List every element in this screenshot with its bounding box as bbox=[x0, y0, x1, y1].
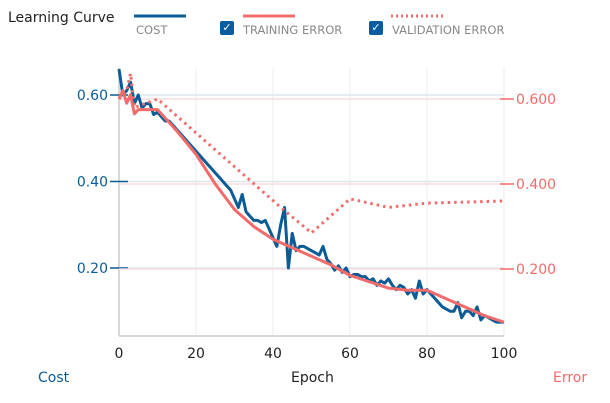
cost-line bbox=[117, 68, 504, 324]
training-legend-swatch bbox=[243, 14, 295, 18]
x-tick-label: 0 bbox=[115, 346, 124, 362]
legend-cost-label: COST bbox=[136, 23, 168, 37]
y-left-tick-label: 0.40 bbox=[77, 175, 108, 191]
cost-legend-swatch bbox=[134, 14, 186, 18]
y-right-axis-title: Error bbox=[553, 370, 588, 386]
validation-legend-swatch bbox=[391, 14, 443, 18]
y-right-tick-label: 0.600 bbox=[516, 92, 556, 108]
y-left-tick-label: 0.60 bbox=[77, 88, 108, 104]
x-tick-label: 20 bbox=[187, 346, 205, 362]
chart-title: Learning Curve bbox=[8, 10, 115, 26]
legend-validation-label: VALIDATION ERROR bbox=[392, 23, 505, 37]
training-error-checkbox[interactable]: ✓ bbox=[220, 21, 234, 35]
legend-training-label: TRAINING ERROR bbox=[243, 23, 343, 37]
y-left-axis-title: Cost bbox=[38, 370, 70, 386]
x-tick-label: 100 bbox=[491, 346, 518, 362]
x-tick-label: 60 bbox=[341, 346, 359, 362]
y-right-tick-label: 0.200 bbox=[516, 262, 556, 278]
y-right-tick-label: 0.400 bbox=[516, 177, 556, 193]
y-left-tick-label: 0.20 bbox=[77, 261, 108, 277]
x-tick-label: 40 bbox=[264, 346, 282, 362]
x-tick-label: 80 bbox=[418, 346, 436, 362]
validation-error-line bbox=[117, 72, 505, 235]
x-axis-title: Epoch bbox=[291, 370, 334, 386]
validation-error-checkbox[interactable]: ✓ bbox=[369, 21, 383, 35]
training-error-line bbox=[117, 89, 505, 324]
